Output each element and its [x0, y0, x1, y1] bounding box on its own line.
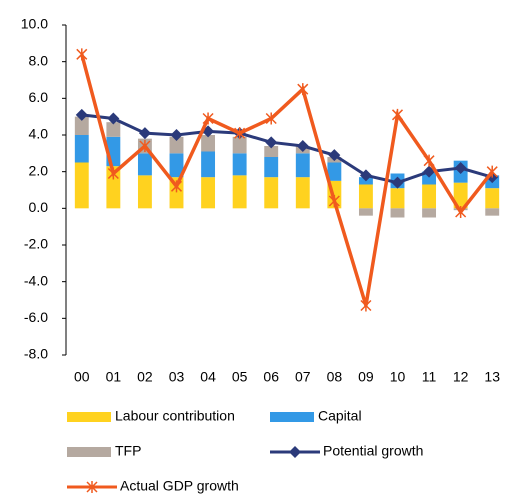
- marker: [170, 180, 183, 193]
- bar: [485, 208, 500, 216]
- y-tick-label: 10.0: [21, 16, 48, 32]
- bar: [169, 136, 184, 154]
- bar: [295, 153, 310, 178]
- legend-marker: [289, 446, 301, 458]
- legend-marker: [86, 481, 98, 493]
- bar: [358, 184, 373, 209]
- bar: [201, 135, 216, 152]
- marker: [454, 162, 467, 174]
- bar: [137, 153, 152, 176]
- x-tick-label: 01: [106, 369, 122, 385]
- x-tick-label: 00: [74, 369, 90, 385]
- legend-swatch: [67, 447, 111, 457]
- bar: [390, 208, 405, 218]
- marker: [359, 169, 372, 182]
- legend-swatch: [270, 412, 314, 422]
- y-tick-label: 2.0: [29, 162, 49, 178]
- line: [80, 53, 494, 307]
- x-tick-label: 05: [232, 369, 248, 385]
- marker: [328, 149, 341, 162]
- bar: [106, 122, 121, 137]
- legend-swatch: [67, 412, 111, 422]
- marker: [297, 83, 309, 96]
- bar: [422, 184, 437, 209]
- y-tick-label: -6.0: [24, 309, 48, 325]
- marker: [486, 165, 498, 178]
- bar: [137, 175, 152, 209]
- bar: [390, 188, 405, 209]
- bar: [453, 182, 468, 209]
- bar: [74, 135, 89, 163]
- bar: [422, 171, 437, 185]
- x-tick-label: 04: [200, 369, 216, 385]
- bar: [422, 208, 437, 218]
- y-tick-label: 6.0: [29, 89, 49, 105]
- y-tick-label: -4.0: [24, 272, 48, 288]
- legend-label: Actual GDP growth: [120, 478, 239, 494]
- x-tick-label: 03: [169, 369, 185, 385]
- marker: [75, 108, 88, 121]
- marker: [107, 112, 120, 125]
- bar: [232, 175, 247, 209]
- marker: [139, 140, 151, 152]
- y-tick-label: -2.0: [24, 236, 48, 252]
- bar: [169, 177, 184, 209]
- x-tick-label: 02: [137, 369, 153, 385]
- legend-label: Labour contribution: [115, 408, 235, 424]
- marker: [170, 129, 183, 141]
- marker: [234, 127, 246, 140]
- bar: [327, 162, 342, 181]
- marker: [265, 136, 278, 149]
- x-tick-label: 06: [263, 369, 279, 385]
- y-tick-label: 4.0: [29, 126, 49, 142]
- x-tick-label: 12: [453, 369, 469, 385]
- marker: [391, 108, 404, 121]
- legend-label: Potential growth: [323, 443, 423, 459]
- marker: [107, 167, 119, 180]
- marker: [76, 48, 88, 61]
- bar: [232, 153, 247, 176]
- bar: [74, 116, 89, 135]
- bar: [201, 177, 216, 209]
- bar: [295, 177, 310, 209]
- legend-label: Capital: [318, 408, 362, 424]
- bar: [232, 136, 247, 154]
- bar: [358, 208, 373, 216]
- marker: [391, 176, 404, 189]
- bar: [169, 153, 184, 178]
- legend-label: TFP: [115, 443, 141, 459]
- marker: [202, 125, 215, 138]
- bar: [201, 151, 216, 178]
- marker: [360, 299, 372, 312]
- x-tick-label: 13: [484, 369, 500, 385]
- bar: [264, 177, 279, 209]
- bar: [264, 146, 279, 157]
- bar: [264, 157, 279, 178]
- y-tick-label: 0.0: [29, 199, 49, 215]
- x-tick-label: 10: [390, 369, 406, 385]
- marker: [328, 195, 340, 207]
- marker: [138, 127, 151, 140]
- marker: [202, 112, 214, 125]
- marker: [265, 112, 277, 125]
- x-tick-label: 07: [295, 369, 311, 385]
- marker: [455, 206, 467, 218]
- y-tick-label: 8.0: [29, 52, 49, 68]
- bar: [485, 188, 500, 209]
- x-tick-label: 08: [327, 369, 343, 385]
- bar: [74, 162, 89, 209]
- x-tick-label: 09: [358, 369, 374, 385]
- x-tick-label: 11: [422, 369, 437, 385]
- marker: [423, 154, 435, 167]
- y-tick-label: -8.0: [24, 346, 48, 362]
- marker: [296, 140, 309, 152]
